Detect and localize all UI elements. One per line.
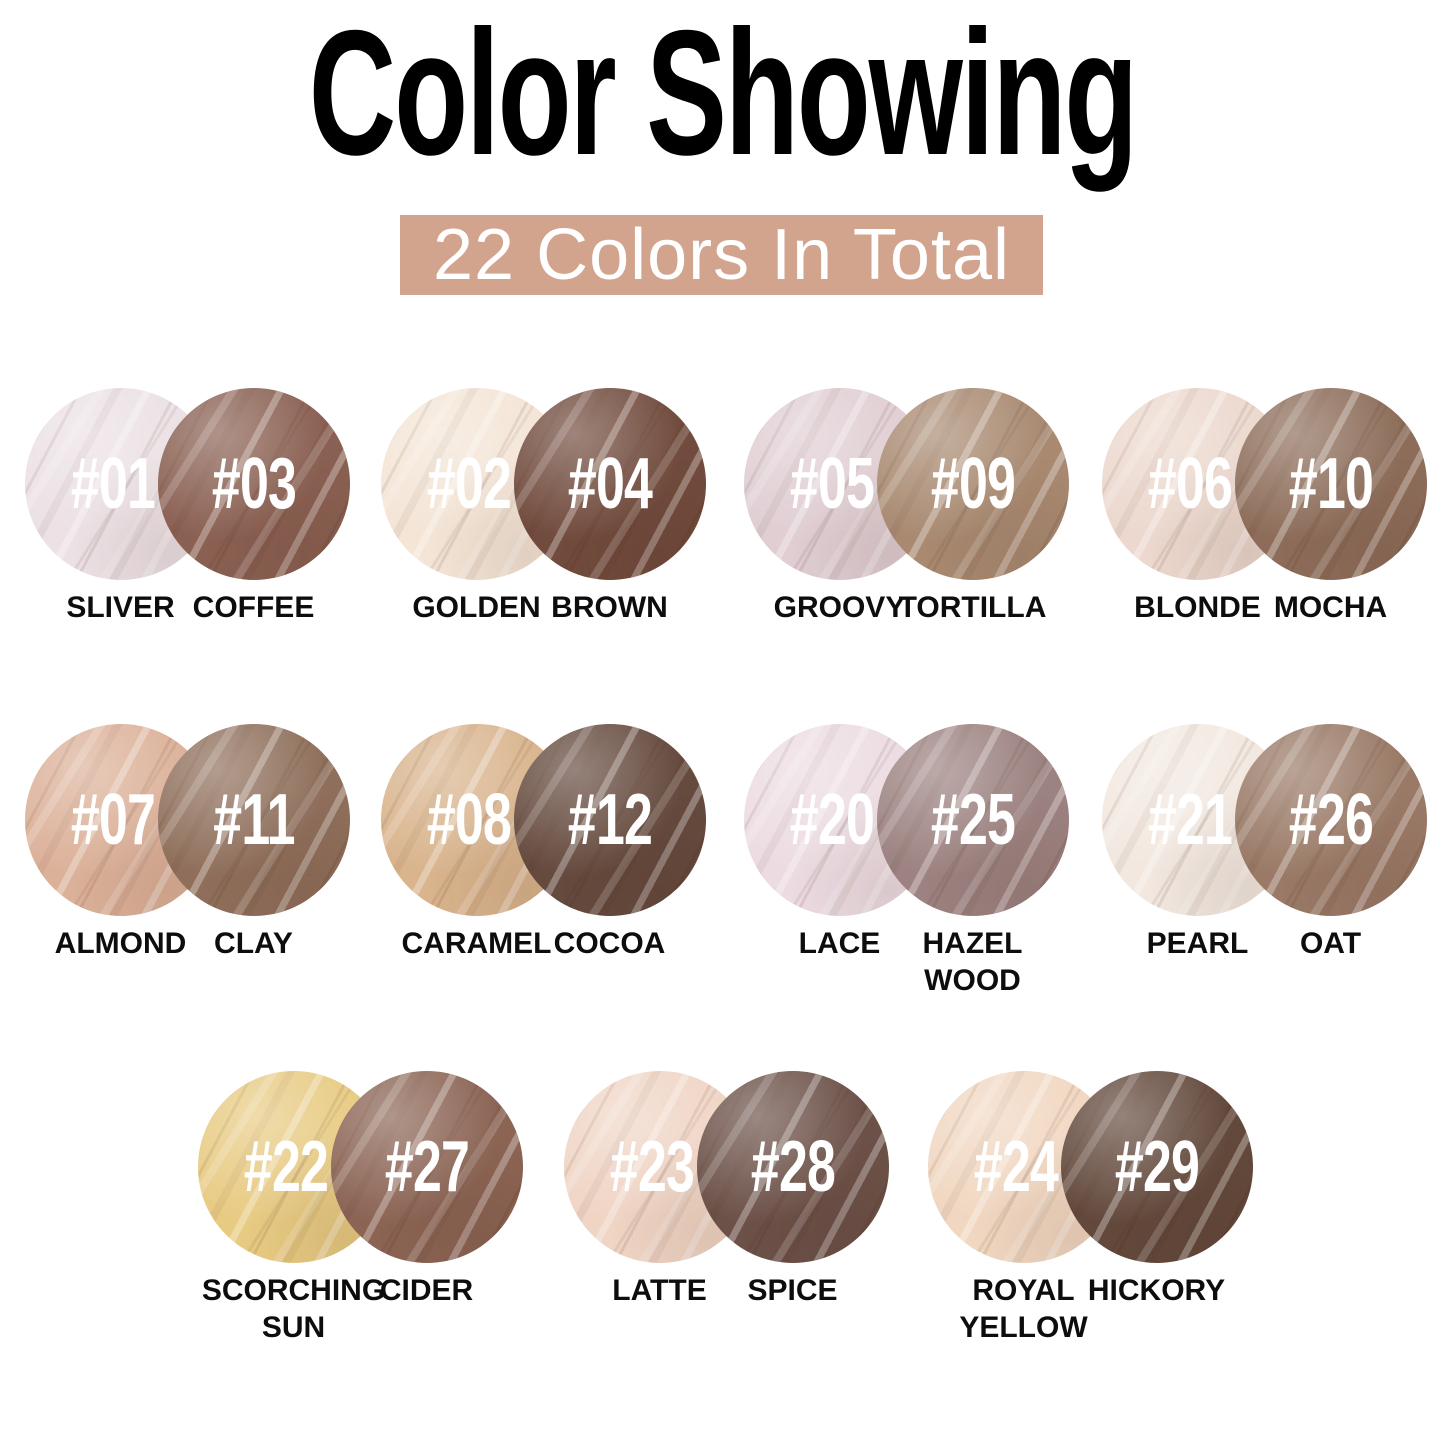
- swatch-label: PEARL: [1146, 927, 1249, 960]
- swatch-number: #11: [212, 780, 295, 860]
- swatch-pair: #07 #11 ALMOND CLAY: [24, 724, 350, 1054]
- swatch-label: GOLDEN: [412, 591, 541, 624]
- swatch-circle-dark: #25: [876, 724, 1069, 916]
- swatch-circle-dark: #12: [513, 724, 706, 916]
- swatch-label: SLIVER: [66, 591, 175, 624]
- swatch-number: #12: [567, 780, 652, 860]
- swatch-pair: #01 #03 SLIVER COFFEE: [24, 388, 350, 718]
- swatch-number: #27: [384, 1127, 469, 1207]
- swatch-label: HAZEL WOOD: [922, 927, 1023, 997]
- swatch-label: CIDER: [379, 1274, 474, 1307]
- swatch-label: COFFEE: [192, 591, 315, 624]
- swatch-number: #22: [243, 1127, 329, 1207]
- swatch-number: #29: [1114, 1127, 1199, 1207]
- swatch-number: #05: [789, 444, 875, 524]
- swatch-number: #10: [1288, 444, 1373, 524]
- swatch-circle-dark: #26: [1234, 724, 1427, 916]
- swatch-label: SPICE: [747, 1274, 838, 1307]
- swatch-number: #24: [973, 1127, 1059, 1207]
- swatch-label: HICKORY: [1087, 1274, 1226, 1307]
- swatch-pair: #21 #26 PEARL OAT: [1101, 724, 1427, 1054]
- swatch-circle-dark: #29: [1060, 1071, 1253, 1263]
- swatch-circle-dark: #27: [330, 1071, 523, 1263]
- swatch-number: #28: [750, 1127, 835, 1207]
- swatch-label: MOCHA: [1273, 591, 1388, 624]
- swatch-label: LATTE: [612, 1274, 707, 1307]
- total-colors-banner: 22 Colors In Total: [400, 215, 1043, 295]
- swatch-number: #20: [789, 780, 875, 860]
- swatch-number: #21: [1147, 780, 1233, 860]
- swatch-pair: #20 #25 LACE HAZEL WOOD: [743, 724, 1069, 1054]
- swatch-pair: #02 #04 GOLDEN BROWN: [380, 388, 706, 718]
- swatch-label: ROYAL YELLOW: [959, 1274, 1088, 1344]
- swatch-pair: #23 #28 LATTE SPICE: [563, 1071, 889, 1401]
- swatch-number: #07: [70, 780, 156, 860]
- swatch-label: OAT: [1299, 927, 1362, 960]
- swatch-circle-dark: #04: [513, 388, 706, 580]
- swatch-number: #23: [609, 1127, 695, 1207]
- swatch-pair: #24 #29 ROYAL YELLOW HICKORY: [927, 1071, 1253, 1401]
- swatch-label: LACE: [798, 927, 881, 960]
- swatch-number: #06: [1147, 444, 1233, 524]
- page-title: Color Showing: [308, 0, 1138, 192]
- swatch-circle-dark: #10: [1234, 388, 1427, 580]
- swatch-pair: #06 #10 BLONDE MOCHA: [1101, 388, 1427, 718]
- swatch-number: #25: [930, 780, 1015, 860]
- swatch-label: SCORCHING SUN: [201, 1274, 386, 1344]
- swatch-label: CLAY: [214, 927, 293, 960]
- swatch-number: #26: [1288, 780, 1373, 860]
- swatch-circle-dark: #28: [696, 1071, 889, 1263]
- swatch-label: GROOVY: [773, 591, 906, 624]
- swatch-circle-dark: #11: [157, 724, 350, 916]
- swatch-pair: #22 #27 SCORCHING SUN CIDER: [197, 1071, 523, 1401]
- swatch-pair: #08 #12 CARAMEL COCOA: [380, 724, 706, 1054]
- swatch-label: TORTILLA: [898, 591, 1047, 624]
- swatch-number: #03: [211, 444, 296, 524]
- swatch-label: ALMOND: [54, 927, 187, 960]
- swatch-pair: #05 #09 GROOVY TORTILLA: [743, 388, 1069, 718]
- swatch-label: BLONDE: [1134, 591, 1261, 624]
- swatch-number: #01: [70, 444, 156, 524]
- swatch-number: #08: [426, 780, 512, 860]
- swatch-label: COCOA: [553, 927, 666, 960]
- swatch-label: CARAMEL: [401, 927, 552, 960]
- swatch-label: BROWN: [551, 591, 668, 624]
- swatch-circle-dark: #03: [157, 388, 350, 580]
- swatch-number: #09: [930, 444, 1015, 524]
- swatch-number: #04: [567, 444, 652, 524]
- total-colors-label: 22 Colors In Total: [433, 215, 1010, 295]
- swatch-circle-dark: #09: [876, 388, 1069, 580]
- swatch-number: #02: [426, 444, 512, 524]
